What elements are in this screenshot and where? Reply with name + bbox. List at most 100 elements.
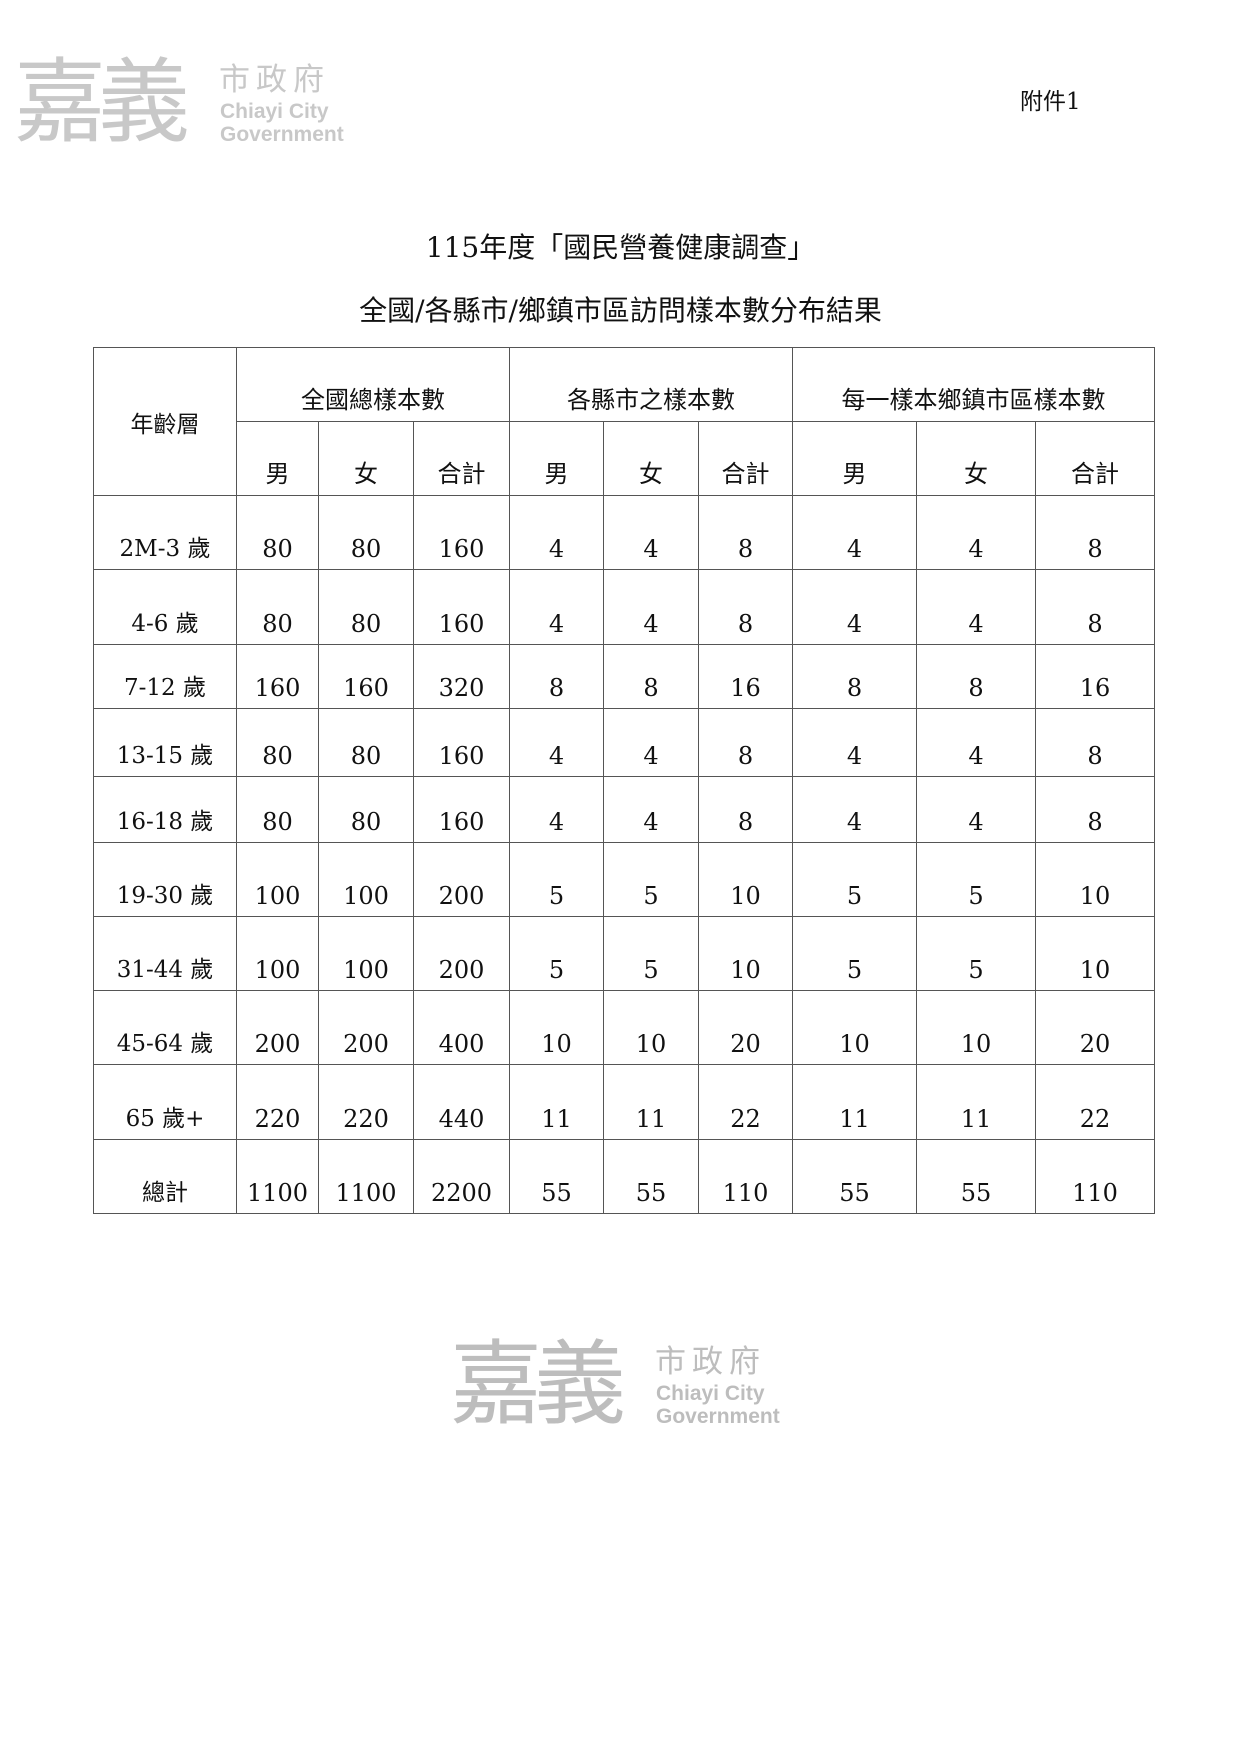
age-group-cell: 65 歲+	[93, 1064, 237, 1140]
value-cell: 80	[236, 569, 319, 645]
value-cell: 4	[509, 708, 604, 777]
value-cell: 4	[509, 776, 604, 843]
value-cell: 10	[698, 842, 793, 917]
age-group-cell: 45-64 歲	[93, 990, 237, 1065]
value-cell: 55	[603, 1139, 699, 1214]
age-group-cell: 31-44 歲	[93, 916, 237, 991]
value-cell: 80	[236, 776, 319, 843]
group-header-national: 全國總樣本數	[236, 347, 510, 422]
value-cell: 55	[916, 1139, 1036, 1214]
table-row: 16-18 歲 80 80 160 4 4 8 4 4 8	[93, 776, 1155, 843]
value-cell: 160	[413, 569, 510, 645]
value-cell: 4	[792, 708, 917, 777]
logo-english-line2: Government	[220, 123, 344, 146]
value-cell: 11	[792, 1064, 917, 1140]
group-header-township: 每一樣本鄉鎮市區樣本數	[792, 347, 1155, 422]
value-cell: 10	[916, 990, 1036, 1065]
value-cell: 8	[698, 708, 793, 777]
value-cell: 4	[792, 495, 917, 570]
table-row: 4-6 歲 80 80 160 4 4 8 4 4 8	[93, 569, 1155, 645]
value-cell: 220	[318, 1064, 414, 1140]
value-cell: 80	[236, 495, 319, 570]
age-group-cell: 2M-3 歲	[93, 495, 237, 570]
value-cell: 440	[413, 1064, 510, 1140]
subheader-cell: 女	[603, 421, 699, 496]
value-cell: 55	[792, 1139, 917, 1214]
value-cell: 11	[916, 1064, 1036, 1140]
value-cell: 5	[509, 842, 604, 917]
subheader-cell: 男	[509, 421, 604, 496]
value-cell: 80	[318, 495, 414, 570]
value-cell: 1100	[318, 1139, 414, 1214]
age-group-cell: 19-30 歲	[93, 842, 237, 917]
value-cell: 8	[509, 644, 604, 709]
watermark-chinese-small: 市政府	[655, 1344, 766, 1380]
watermark-logo: 嘉義 市政府 Chiayi City Government	[450, 1330, 800, 1448]
subheader-cell: 女	[318, 421, 414, 496]
age-group-cell: 7-12 歲	[93, 644, 237, 709]
value-cell: 160	[413, 495, 510, 570]
value-cell: 8	[916, 644, 1036, 709]
value-cell: 8	[1035, 495, 1155, 570]
value-cell: 22	[1035, 1064, 1155, 1140]
table-row: 2M-3 歲 80 80 160 4 4 8 4 4 8	[93, 495, 1155, 570]
value-cell: 80	[318, 569, 414, 645]
value-cell: 4	[509, 495, 604, 570]
value-cell: 8	[1035, 569, 1155, 645]
value-cell: 4	[792, 569, 917, 645]
value-cell: 80	[236, 708, 319, 777]
age-group-cell: 4-6 歲	[93, 569, 237, 645]
value-cell: 16	[1035, 644, 1155, 709]
watermark-english-line1: Chiayi City	[656, 1382, 765, 1405]
value-cell: 11	[603, 1064, 699, 1140]
logo-chinese-big: 嘉義	[14, 49, 190, 156]
value-cell: 8	[698, 495, 793, 570]
value-cell: 5	[792, 842, 917, 917]
value-cell: 22	[698, 1064, 793, 1140]
value-cell: 8	[1035, 776, 1155, 843]
value-cell: 10	[509, 990, 604, 1065]
value-cell: 320	[413, 644, 510, 709]
value-cell: 4	[916, 708, 1036, 777]
value-cell: 160	[318, 644, 414, 709]
table-row: 31-44 歲 100 100 200 5 5 10 5 5 10	[93, 916, 1155, 991]
age-group-cell: 16-18 歲	[93, 776, 237, 843]
value-cell: 200	[413, 916, 510, 991]
value-cell: 4	[509, 569, 604, 645]
chiayi-city-government-logo: 嘉義 市政府 Chiayi City Government	[14, 48, 364, 166]
value-cell: 220	[236, 1064, 319, 1140]
value-cell: 400	[413, 990, 510, 1065]
table-row: 19-30 歲 100 100 200 5 5 10 5 5 10	[93, 842, 1155, 917]
value-cell: 160	[413, 776, 510, 843]
value-cell: 200	[236, 990, 319, 1065]
watermark-english: Chiayi City Government	[656, 1382, 780, 1428]
value-cell: 5	[916, 842, 1036, 917]
value-cell: 8	[698, 569, 793, 645]
value-cell: 8	[603, 644, 699, 709]
watermark-chinese-big: 嘉義	[450, 1331, 626, 1438]
value-cell: 10	[1035, 916, 1155, 991]
value-cell: 4	[916, 495, 1036, 570]
value-cell: 80	[318, 708, 414, 777]
value-cell: 1100	[236, 1139, 319, 1214]
subheader-cell: 合計	[413, 421, 510, 496]
value-cell: 5	[603, 842, 699, 917]
value-cell: 200	[318, 990, 414, 1065]
value-cell: 10	[792, 990, 917, 1065]
watermark-english-line2: Government	[656, 1405, 780, 1428]
value-cell: 8	[1035, 708, 1155, 777]
value-cell: 80	[318, 776, 414, 843]
table-row: 總計 1100 1100 2200 55 55 110 55 55 110	[93, 1139, 1155, 1214]
value-cell: 55	[509, 1139, 604, 1214]
value-cell: 5	[603, 916, 699, 991]
value-cell: 100	[236, 842, 319, 917]
table-row: 65 歲+ 220 220 440 11 11 22 11 11 22	[93, 1064, 1155, 1140]
value-cell: 20	[1035, 990, 1155, 1065]
value-cell: 10	[603, 990, 699, 1065]
logo-english-line1: Chiayi City	[220, 100, 329, 123]
document-title: 115年度「國民營養健康調查」	[425, 231, 816, 264]
attachment-label: 附件1	[1020, 89, 1081, 115]
value-cell: 16	[698, 644, 793, 709]
subheader-cell: 合計	[1035, 421, 1155, 496]
age-group-cell: 13-15 歲	[93, 708, 237, 777]
